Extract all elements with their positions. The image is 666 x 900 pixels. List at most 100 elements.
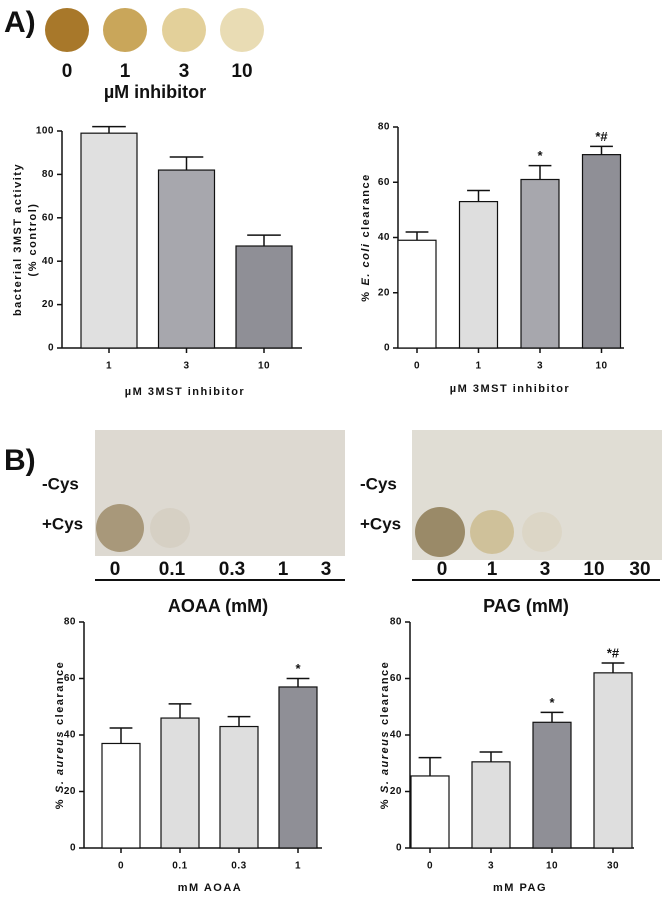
spot	[162, 8, 206, 52]
row-label: -Cys	[360, 474, 397, 493]
bar	[458, 200, 499, 349]
spot	[96, 504, 144, 552]
y-tick-label: 0	[70, 843, 76, 854]
dose-axis-label: PAG (mM)	[483, 596, 569, 616]
annotation: *	[295, 661, 301, 676]
y-axis-label-part: clearance	[379, 661, 391, 725]
x-tick-label: 10	[546, 861, 558, 872]
x-tick-label: 0	[427, 861, 433, 872]
x-tick-label: 1	[475, 361, 481, 372]
dose-label: 0.3	[219, 559, 245, 580]
y-tick-label: 100	[36, 126, 54, 137]
x-axis-label: mM PAG	[493, 882, 547, 894]
y-axis-label: % S. aureus clearance	[54, 661, 66, 810]
y-tick-label: 0	[396, 843, 402, 854]
x-axis-label: µM 3MST inhibitor	[125, 386, 245, 398]
bar	[520, 178, 560, 349]
y-tick-label: 60	[378, 177, 390, 188]
dose-label: 30	[629, 559, 650, 580]
y-tick-label: 40	[390, 730, 402, 741]
x-tick-label: 3	[488, 861, 494, 872]
dose-label: 3	[540, 559, 551, 580]
y-axis-label: % S. aureus clearance	[379, 661, 391, 810]
annotation: *#	[607, 645, 620, 660]
x-tick-label: 0.3	[231, 861, 246, 872]
x-tick-label: 0	[118, 861, 124, 872]
bar	[532, 721, 572, 849]
annotation: *	[549, 695, 555, 710]
y-tick-label: 80	[42, 169, 54, 180]
y-axis-label: (% control)	[27, 203, 39, 277]
bar	[471, 761, 511, 849]
bar	[101, 742, 141, 849]
bar	[160, 717, 200, 849]
y-tick-label: 20	[390, 786, 402, 797]
spot	[522, 512, 562, 552]
y-axis-label-part: clearance	[360, 173, 372, 237]
spot	[45, 8, 89, 52]
y-axis-label: bacterial 3MST activity	[12, 163, 24, 316]
y-tick-label: 80	[390, 617, 402, 628]
x-tick-label: 0	[414, 361, 420, 372]
y-tick-label: 60	[42, 212, 54, 223]
x-tick-label: 1	[295, 861, 301, 872]
y-axis-label: % E. coli clearance	[360, 173, 372, 301]
y-tick-label: 20	[64, 786, 76, 797]
annotation: *#	[595, 129, 608, 144]
bar	[581, 154, 622, 349]
dose-label: 10	[231, 61, 252, 82]
dose-label: 0.1	[159, 559, 186, 580]
bar	[235, 245, 293, 349]
row-label: -Cys	[42, 474, 79, 493]
y-axis-label-part: E. coli	[360, 243, 372, 286]
x-tick-label: 30	[607, 861, 619, 872]
dose-label: 1	[487, 559, 498, 580]
y-tick-label: 80	[378, 122, 390, 133]
spot	[415, 507, 465, 557]
row-label: +Cys	[360, 514, 401, 533]
bar	[157, 169, 216, 349]
spot	[150, 508, 190, 548]
panel-label: A)	[4, 6, 36, 39]
dose-label: 3	[321, 559, 332, 580]
y-tick-label: 20	[42, 299, 54, 310]
y-axis-label-part: S. aureus	[54, 730, 66, 793]
x-tick-label: 10	[595, 361, 607, 372]
assay-spots	[45, 8, 264, 52]
dose-label: 0	[437, 559, 448, 580]
y-tick-label: 0	[384, 343, 390, 354]
y-tick-label: 60	[64, 673, 76, 684]
bar	[397, 239, 437, 349]
x-axis-label: µM 3MST inhibitor	[450, 383, 570, 395]
dose-axis-label: µM inhibitor	[104, 82, 206, 102]
y-tick-label: 60	[390, 673, 402, 684]
y-tick-label: 0	[48, 343, 54, 354]
bar	[80, 132, 138, 349]
y-axis-label-part: %	[379, 798, 391, 809]
bar	[593, 672, 633, 849]
panel-label: B)	[4, 444, 36, 477]
dose-label: 0	[62, 61, 73, 82]
y-tick-label: 20	[378, 287, 390, 298]
x-tick-label: 10	[258, 361, 270, 372]
annotation: *	[537, 148, 543, 163]
y-tick-label: 40	[378, 232, 390, 243]
dose-label: 3	[179, 61, 190, 82]
y-tick-label: 80	[64, 617, 76, 628]
dose-label: 1	[278, 559, 289, 580]
spot	[103, 8, 147, 52]
row-label: +Cys	[42, 514, 83, 533]
x-tick-label: 3	[537, 361, 543, 372]
x-tick-label: 3	[183, 361, 189, 372]
x-tick-label: 0.1	[172, 861, 187, 872]
dose-axis-label: AOAA (mM)	[168, 596, 268, 616]
dose-label: 1	[120, 61, 131, 82]
y-axis-label-part: %	[54, 798, 66, 809]
dose-label: 0	[110, 559, 121, 580]
dose-label: 10	[583, 559, 604, 580]
y-axis-label-part: %	[360, 290, 372, 301]
bar	[410, 775, 450, 849]
spot	[220, 8, 264, 52]
x-axis-label: mM AOAA	[178, 882, 242, 894]
